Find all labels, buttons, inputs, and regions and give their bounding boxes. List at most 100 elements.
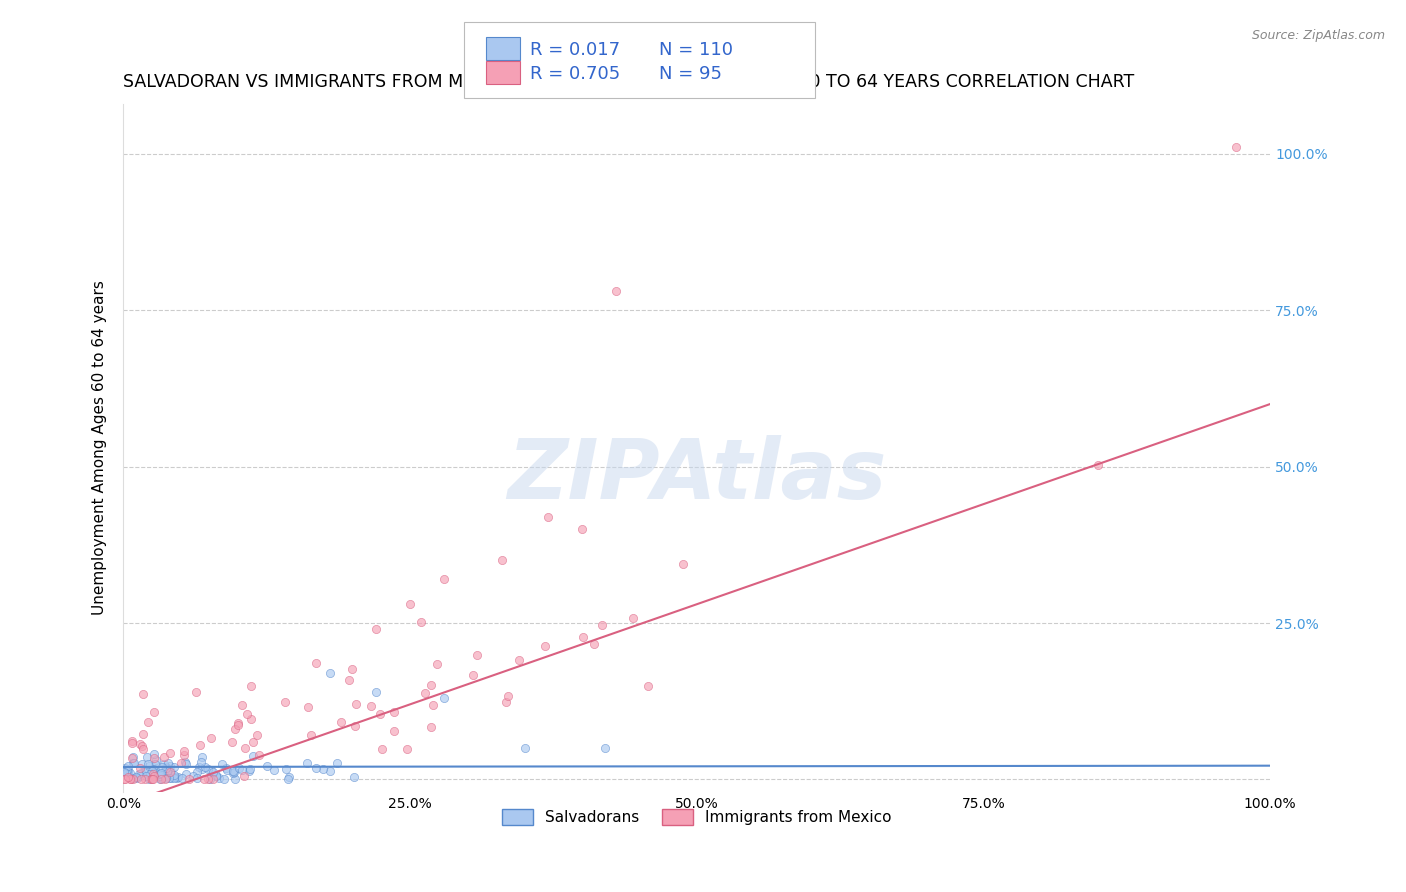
Point (582, 637, 605, 651)
Point (188, 738, 211, 752)
Text: N = 110: N = 110 (659, 41, 734, 59)
Point (242, 748, 264, 763)
Point (135, 750, 157, 764)
Point (163, 771, 186, 785)
Point (143, 762, 166, 776)
Point (245, 728, 267, 742)
Point (143, 766, 166, 780)
Point (508, 653, 530, 667)
Point (297, 700, 319, 714)
Point (235, 741, 257, 756)
Point (138, 772, 160, 787)
Point (621, 611, 644, 625)
Point (222, 764, 245, 778)
Point (186, 765, 208, 780)
Point (222, 766, 245, 780)
Point (233, 769, 256, 783)
Point (201, 764, 224, 779)
Point (112, 772, 135, 787)
Point (117, 770, 139, 784)
Point (120, 772, 142, 787)
Point (141, 772, 163, 787)
Point (155, 760, 177, 774)
Point (534, 639, 557, 653)
Point (200, 763, 222, 777)
Point (139, 772, 162, 787)
Point (326, 756, 349, 770)
Point (433, 691, 456, 706)
Point (277, 771, 299, 785)
Point (156, 756, 179, 770)
Point (297, 756, 319, 771)
Point (132, 727, 155, 741)
Point (344, 718, 367, 732)
Point (221, 734, 243, 748)
Point (215, 763, 238, 777)
Point (184, 685, 207, 699)
Text: SALVADORAN VS IMMIGRANTS FROM MEXICO UNEMPLOYMENT AMONG AGES 60 TO 64 YEARS CORR: SALVADORAN VS IMMIGRANTS FROM MEXICO UNE… (124, 73, 1135, 91)
Point (170, 771, 193, 785)
Point (159, 764, 181, 779)
Point (496, 689, 519, 703)
Point (156, 764, 179, 779)
Text: N = 95: N = 95 (659, 65, 723, 83)
Point (276, 762, 298, 776)
Point (215, 761, 238, 775)
Point (231, 763, 253, 777)
Point (145, 753, 167, 767)
Point (112, 764, 135, 779)
Point (382, 705, 405, 719)
Point (129, 772, 152, 787)
Point (125, 770, 148, 784)
Point (413, 686, 436, 700)
Point (128, 767, 150, 781)
Point (226, 716, 249, 731)
Point (399, 597, 422, 611)
Point (149, 766, 172, 780)
Legend: Salvadorans, Immigrants from Mexico: Salvadorans, Immigrants from Mexico (495, 801, 898, 832)
Point (382, 723, 405, 738)
Point (166, 771, 188, 785)
Point (149, 769, 172, 783)
Point (153, 768, 176, 782)
Point (159, 746, 181, 760)
Point (142, 766, 165, 780)
Point (672, 557, 695, 571)
Point (605, 285, 627, 299)
Point (299, 728, 322, 742)
Point (177, 772, 200, 787)
Point (142, 762, 165, 776)
Point (247, 748, 270, 763)
Point (160, 765, 183, 780)
Point (143, 751, 166, 765)
Point (256, 759, 278, 773)
Point (318, 764, 340, 779)
Point (135, 769, 157, 783)
Point (142, 772, 165, 787)
Point (224, 765, 246, 780)
Point (121, 751, 143, 765)
Point (173, 748, 195, 763)
Point (240, 679, 263, 693)
Point (150, 767, 173, 781)
Point (571, 522, 593, 536)
Text: R = 0.705: R = 0.705 (530, 65, 620, 83)
Point (157, 771, 180, 785)
Point (411, 615, 433, 630)
Point (426, 657, 449, 671)
Point (121, 736, 143, 750)
Point (263, 764, 285, 778)
Point (205, 768, 228, 782)
Point (122, 756, 145, 770)
Point (305, 761, 328, 775)
Point (115, 764, 138, 778)
Point (420, 678, 443, 692)
Point (208, 771, 231, 785)
Point (153, 764, 176, 778)
Point (420, 720, 443, 734)
Point (153, 757, 176, 772)
Point (239, 712, 262, 726)
Point (305, 656, 328, 670)
Text: Source: ZipAtlas.com: Source: ZipAtlas.com (1251, 29, 1385, 42)
Point (200, 772, 222, 786)
